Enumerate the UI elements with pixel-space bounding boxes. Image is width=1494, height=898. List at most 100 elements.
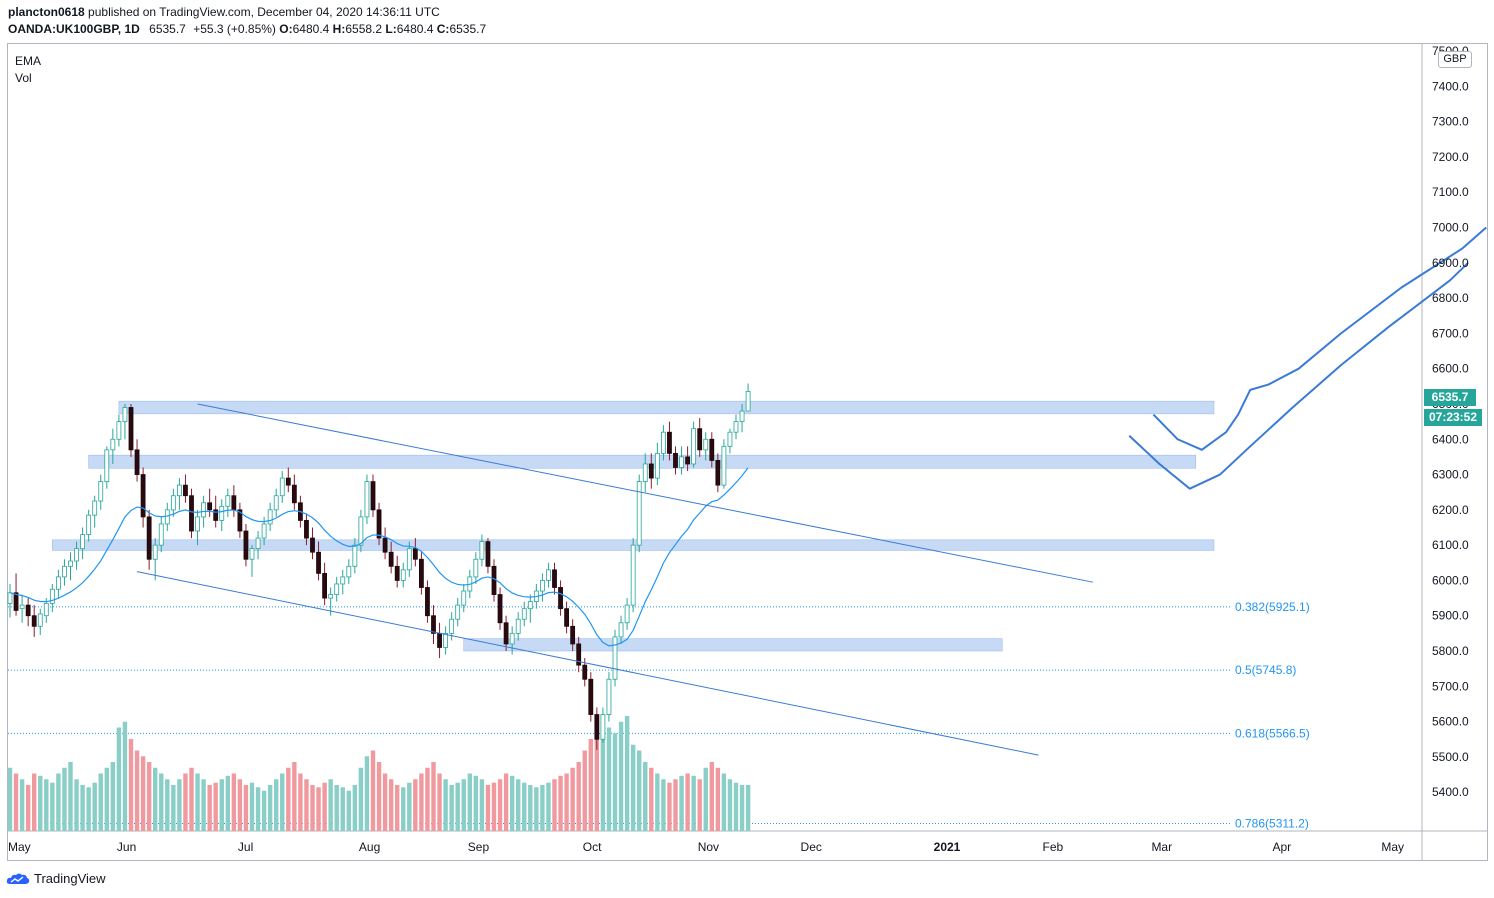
projection-path-outer[interactable]: [1128, 262, 1469, 490]
candle-body[interactable]: [207, 502, 213, 511]
candle-body[interactable]: [86, 514, 92, 535]
candle-body[interactable]: [334, 583, 340, 595]
candle-body[interactable]: [600, 714, 606, 740]
candle-body[interactable]: [358, 516, 364, 546]
candle-body[interactable]: [473, 558, 479, 578]
candle-body[interactable]: [546, 569, 551, 581]
candle-body[interactable]: [62, 565, 67, 578]
projection-path-inner[interactable]: [1152, 226, 1487, 451]
candle-body[interactable]: [152, 544, 158, 560]
candle-body[interactable]: [642, 463, 648, 483]
candle-body[interactable]: [285, 477, 291, 486]
candle-body[interactable]: [443, 632, 449, 648]
candle-body[interactable]: [388, 551, 394, 567]
candle-body[interactable]: [310, 537, 315, 553]
candle-body[interactable]: [158, 523, 164, 546]
candle-body[interactable]: [170, 495, 176, 511]
candle-body[interactable]: [104, 449, 110, 483]
candle-body[interactable]: [134, 449, 140, 475]
candle-body[interactable]: [201, 502, 207, 518]
candle-body[interactable]: [485, 541, 491, 567]
candle-body[interactable]: [13, 592, 19, 611]
candle-body[interactable]: [43, 602, 49, 617]
candle-body[interactable]: [406, 548, 412, 571]
candle-body[interactable]: [503, 622, 509, 645]
legend-vol[interactable]: Vol: [15, 71, 32, 85]
candle-body[interactable]: [183, 484, 188, 497]
candle-body[interactable]: [715, 460, 721, 486]
channel-line-1[interactable]: [136, 571, 1039, 756]
candle-body[interactable]: [370, 481, 376, 511]
candle-body[interactable]: [618, 622, 624, 638]
candle-body[interactable]: [449, 618, 455, 634]
candle-body[interactable]: [673, 452, 678, 468]
candle-body[interactable]: [697, 428, 703, 451]
candle-body[interactable]: [74, 548, 79, 562]
candle-body[interactable]: [745, 390, 751, 412]
candle-body[interactable]: [540, 580, 545, 592]
candle-body[interactable]: [213, 509, 219, 521]
candle-body[interactable]: [431, 615, 436, 634]
candle-body[interactable]: [612, 636, 618, 680]
candle-body[interactable]: [346, 565, 352, 578]
candle-body[interactable]: [267, 509, 273, 525]
candle-body[interactable]: [110, 438, 116, 451]
candle-body[interactable]: [19, 604, 25, 610]
candle-body[interactable]: [582, 664, 588, 680]
candle-body[interactable]: [219, 505, 225, 521]
candle-body[interactable]: [68, 560, 73, 567]
candle-body[interactable]: [340, 576, 346, 585]
candle-body[interactable]: [195, 516, 200, 532]
zone-3[interactable]: [463, 638, 1003, 652]
candle-body[interactable]: [739, 410, 745, 423]
candle-body[interactable]: [733, 421, 739, 433]
candle-body[interactable]: [685, 456, 690, 465]
candle-body[interactable]: [594, 714, 600, 740]
candle-body[interactable]: [273, 495, 279, 511]
candle-body[interactable]: [291, 484, 297, 504]
candle-body[interactable]: [648, 463, 654, 479]
candle-body[interactable]: [328, 594, 334, 599]
candle-body[interactable]: [237, 509, 243, 532]
candle-body[interactable]: [667, 431, 672, 454]
candle-body[interactable]: [418, 558, 424, 588]
candle-body[interactable]: [564, 608, 569, 627]
candle-body[interactable]: [624, 604, 630, 624]
candle-body[interactable]: [37, 613, 43, 627]
candle-body[interactable]: [231, 495, 237, 511]
candle-body[interactable]: [249, 548, 255, 560]
candle-body[interactable]: [691, 428, 697, 465]
candle-body[interactable]: [116, 421, 122, 440]
candle-body[interactable]: [576, 643, 582, 666]
candle-body[interactable]: [588, 678, 594, 715]
candle-body[interactable]: [176, 484, 182, 497]
candle-body[interactable]: [164, 509, 170, 525]
candle-body[interactable]: [703, 438, 709, 451]
candle-body[interactable]: [491, 565, 497, 595]
candle-body[interactable]: [497, 594, 503, 624]
candle-body[interactable]: [721, 445, 727, 486]
candle-body[interactable]: [225, 495, 231, 507]
candle-body[interactable]: [509, 632, 515, 645]
chart-frame[interactable]: [7, 43, 1488, 861]
legend-ema[interactable]: EMA: [15, 54, 42, 68]
zone-1[interactable]: [88, 454, 1197, 469]
candle-body[interactable]: [376, 509, 382, 539]
candle-body[interactable]: [654, 452, 660, 479]
candle-body[interactable]: [394, 565, 400, 581]
candle-body[interactable]: [146, 516, 152, 560]
candle-body[interactable]: [322, 572, 328, 599]
currency-label[interactable]: GBP: [1438, 51, 1472, 68]
candle-body[interactable]: [261, 523, 267, 539]
candle-body[interactable]: [382, 537, 388, 553]
candle-body[interactable]: [49, 588, 55, 604]
candle-body[interactable]: [606, 678, 612, 715]
candle-body[interactable]: [364, 481, 370, 518]
candle-body[interactable]: [709, 438, 715, 461]
candle-body[interactable]: [92, 500, 98, 516]
candle-body[interactable]: [122, 407, 128, 423]
candle-body[interactable]: [527, 601, 533, 610]
candle-body[interactable]: [352, 544, 358, 567]
channel-line-0[interactable]: [197, 403, 1094, 583]
